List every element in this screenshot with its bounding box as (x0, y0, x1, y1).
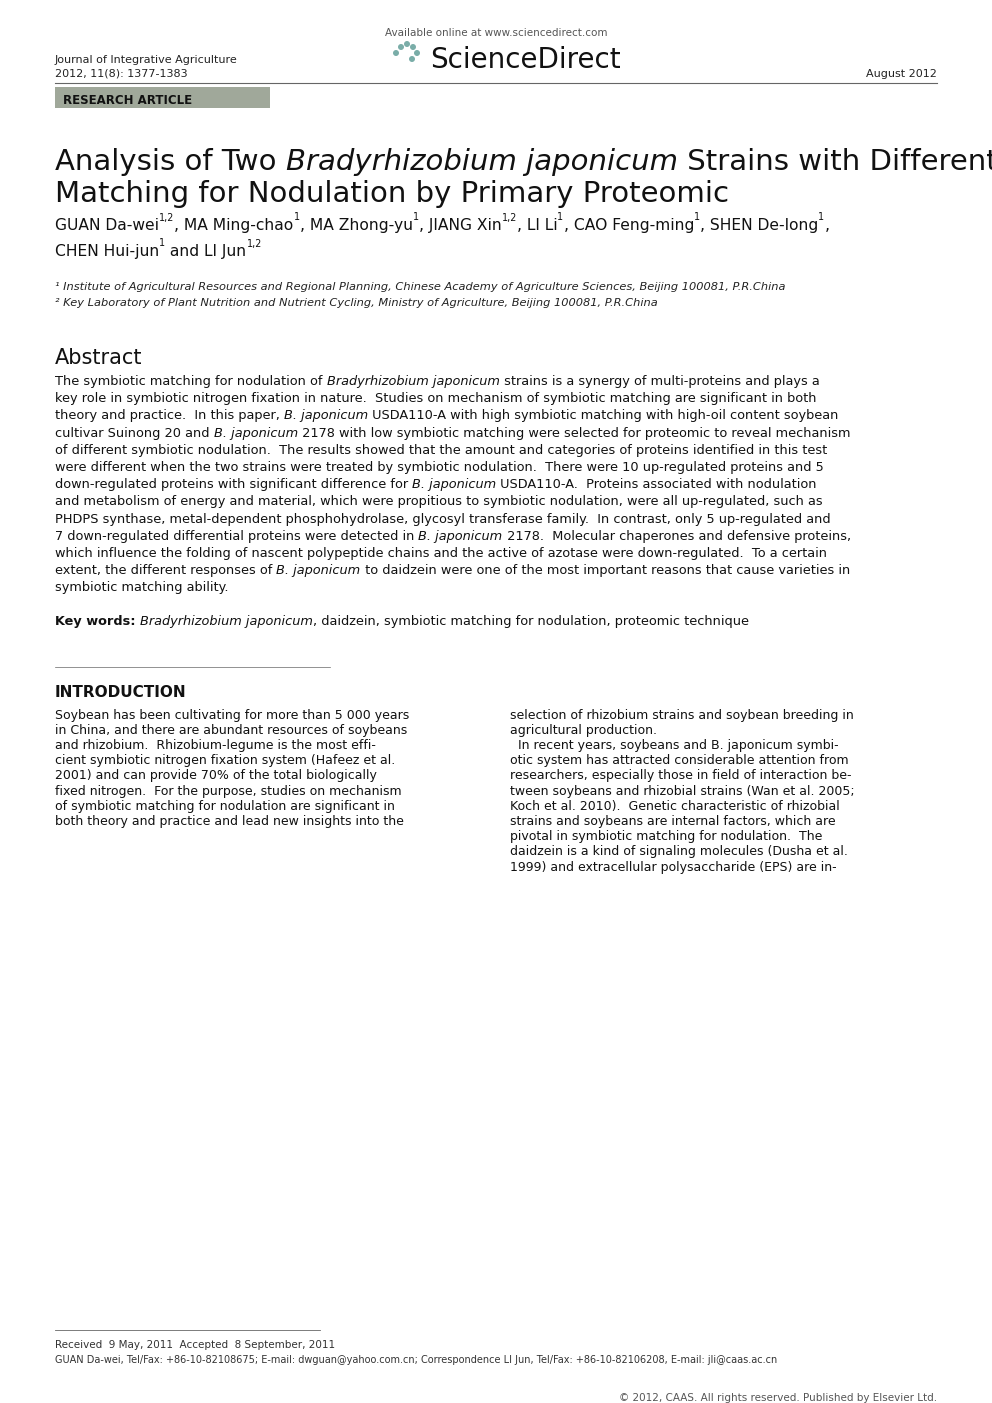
Text: theory and practice.  In this paper,: theory and practice. In this paper, (55, 410, 284, 422)
Text: 2178.  Molecular chaperones and defensive proteins,: 2178. Molecular chaperones and defensive… (503, 530, 851, 543)
Text: cultivar Suinong 20 and: cultivar Suinong 20 and (55, 427, 213, 439)
Text: © 2012, CAAS. All rights reserved. Published by Elsevier Ltd.: © 2012, CAAS. All rights reserved. Publi… (619, 1393, 937, 1403)
Text: fixed nitrogen.  For the purpose, studies on mechanism: fixed nitrogen. For the purpose, studies… (55, 784, 402, 797)
Text: 1: 1 (413, 212, 419, 223)
Circle shape (398, 43, 404, 51)
Text: GUAN Da-wei, Tel/Fax: +86-10-82108675; E-mail: dwguan@yahoo.com.cn; Corresponden: GUAN Da-wei, Tel/Fax: +86-10-82108675; E… (55, 1355, 778, 1365)
Text: Soybean has been cultivating for more than 5 000 years: Soybean has been cultivating for more th… (55, 709, 410, 721)
Text: 1: 1 (294, 212, 300, 223)
Text: INTRODUCTION: INTRODUCTION (55, 685, 186, 700)
Circle shape (410, 43, 416, 51)
Text: to daidzein were one of the most important reasons that cause varieties in: to daidzein were one of the most importa… (361, 564, 850, 577)
Text: The symbiotic matching for nodulation of: The symbiotic matching for nodulation of (55, 375, 326, 389)
Text: and rhizobium.  Rhizobium-legume is the most effi-: and rhizobium. Rhizobium-legume is the m… (55, 739, 376, 752)
Text: were different when the two strains were treated by symbiotic nodulation.  There: were different when the two strains were… (55, 462, 823, 474)
Text: extent, the different responses of: extent, the different responses of (55, 564, 277, 577)
Text: Journal of Integrative Agriculture: Journal of Integrative Agriculture (55, 55, 238, 65)
Text: Available online at www.sciencedirect.com: Available online at www.sciencedirect.co… (385, 28, 607, 38)
Text: strains and soybeans are internal factors, which are: strains and soybeans are internal factor… (510, 815, 835, 828)
Text: , MA Ming-chao: , MA Ming-chao (175, 217, 294, 233)
Text: of different symbiotic nodulation.  The results showed that the amount and categ: of different symbiotic nodulation. The r… (55, 443, 827, 457)
Text: 1,2: 1,2 (246, 239, 262, 248)
Circle shape (409, 56, 415, 62)
Text: ScienceDirect: ScienceDirect (430, 46, 621, 74)
Text: strains is a synergy of multi-proteins and plays a: strains is a synergy of multi-proteins a… (500, 375, 819, 389)
Text: Bradyrhizobium japonicum: Bradyrhizobium japonicum (326, 375, 500, 389)
Text: otic system has attracted considerable attention from: otic system has attracted considerable a… (510, 755, 848, 767)
Text: USDA110-A with high symbiotic matching with high-oil content soybean: USDA110-A with high symbiotic matching w… (368, 410, 838, 422)
Text: pivotal in symbiotic matching for nodulation.  The: pivotal in symbiotic matching for nodula… (510, 831, 822, 843)
Text: 7 down-regulated differential proteins were detected in: 7 down-regulated differential proteins w… (55, 530, 419, 543)
Text: Strains with Different Symbiotic: Strains with Different Symbiotic (678, 147, 992, 175)
Text: ² Key Laboratory of Plant Nutrition and Nutrient Cycling, Ministry of Agricultur: ² Key Laboratory of Plant Nutrition and … (55, 297, 658, 309)
Text: tween soybeans and rhizobial strains (Wan et al. 2005;: tween soybeans and rhizobial strains (Wa… (510, 784, 855, 797)
Text: selection of rhizobium strains and soybean breeding in: selection of rhizobium strains and soybe… (510, 709, 854, 721)
Text: Bradyrhizobium japonicum: Bradyrhizobium japonicum (140, 615, 312, 627)
Text: , daidzein, symbiotic matching for nodulation, proteomic technique: , daidzein, symbiotic matching for nodul… (312, 615, 749, 627)
Text: daidzein is a kind of signaling molecules (Dusha et al.: daidzein is a kind of signaling molecule… (510, 846, 848, 859)
Text: August 2012: August 2012 (866, 69, 937, 79)
Text: B. japonicum: B. japonicum (213, 427, 298, 439)
Text: and LI Jun: and LI Jun (166, 244, 246, 260)
Text: ,: , (824, 217, 829, 233)
Text: in China, and there are abundant resources of soybeans: in China, and there are abundant resourc… (55, 724, 408, 737)
Text: RESEARCH ARTICLE: RESEARCH ARTICLE (63, 94, 192, 107)
Text: Analysis of Two: Analysis of Two (55, 147, 286, 175)
Text: Received  9 May, 2011  Accepted  8 September, 2011: Received 9 May, 2011 Accepted 8 Septembe… (55, 1340, 335, 1350)
Text: 1: 1 (693, 212, 700, 223)
Text: CHEN Hui-jun: CHEN Hui-jun (55, 244, 160, 260)
Text: symbiotic matching ability.: symbiotic matching ability. (55, 581, 228, 595)
Text: B. japonicum: B. japonicum (413, 478, 496, 491)
Text: 2012, 11(8): 1377-1383: 2012, 11(8): 1377-1383 (55, 69, 187, 79)
Text: Key words:: Key words: (55, 615, 140, 627)
Text: Matching for Nodulation by Primary Proteomic: Matching for Nodulation by Primary Prote… (55, 180, 729, 208)
Text: of symbiotic matching for nodulation are significant in: of symbiotic matching for nodulation are… (55, 800, 395, 812)
Text: ¹ Institute of Agricultural Resources and Regional Planning, Chinese Academy of : ¹ Institute of Agricultural Resources an… (55, 282, 786, 292)
Text: which influence the folding of nascent polypeptide chains and the active of azot: which influence the folding of nascent p… (55, 547, 827, 560)
Text: , CAO Feng-ming: , CAO Feng-ming (563, 217, 693, 233)
Text: B. japonicum: B. japonicum (419, 530, 503, 543)
Text: 1: 1 (818, 212, 824, 223)
Text: cient symbiotic nitrogen fixation system (Hafeez et al.: cient symbiotic nitrogen fixation system… (55, 755, 395, 767)
Circle shape (393, 51, 399, 56)
FancyBboxPatch shape (55, 87, 270, 108)
Text: 2001) and can provide 70% of the total biologically: 2001) and can provide 70% of the total b… (55, 769, 377, 783)
Text: , MA Zhong-yu: , MA Zhong-yu (300, 217, 413, 233)
Text: researchers, especially those in field of interaction be-: researchers, especially those in field o… (510, 769, 851, 783)
Text: 1: 1 (558, 212, 563, 223)
Text: Abstract: Abstract (55, 348, 143, 368)
Text: PHDPS synthase, metal-dependent phosphohydrolase, glycosyl transferase family.  : PHDPS synthase, metal-dependent phosphoh… (55, 512, 830, 526)
Text: and metabolism of energy and material, which were propitious to symbiotic nodula: and metabolism of energy and material, w… (55, 495, 822, 508)
Circle shape (414, 51, 420, 56)
Text: 1: 1 (160, 239, 166, 248)
Text: 1999) and extracellular polysaccharide (EPS) are in-: 1999) and extracellular polysaccharide (… (510, 860, 836, 874)
Text: B. japonicum: B. japonicum (284, 410, 368, 422)
Text: USDA110-A.  Proteins associated with nodulation: USDA110-A. Proteins associated with nodu… (496, 478, 816, 491)
Text: , LI Li: , LI Li (517, 217, 558, 233)
Text: 2178 with low symbiotic matching were selected for proteomic to reveal mechanism: 2178 with low symbiotic matching were se… (298, 427, 850, 439)
Text: , JIANG Xin: , JIANG Xin (419, 217, 502, 233)
Text: , SHEN De-long: , SHEN De-long (700, 217, 818, 233)
Text: In recent years, soybeans and B. japonicum symbi-: In recent years, soybeans and B. japonic… (510, 739, 838, 752)
Text: B. japonicum: B. japonicum (277, 564, 361, 577)
Text: Koch et al. 2010).  Genetic characteristic of rhizobial: Koch et al. 2010). Genetic characteristi… (510, 800, 840, 812)
Text: agricultural production.: agricultural production. (510, 724, 657, 737)
Text: 1,2: 1,2 (159, 212, 175, 223)
Text: GUAN Da-wei: GUAN Da-wei (55, 217, 159, 233)
Text: Bradyrhizobium japonicum: Bradyrhizobium japonicum (286, 147, 678, 175)
Text: 1,2: 1,2 (502, 212, 517, 223)
Text: both theory and practice and lead new insights into the: both theory and practice and lead new in… (55, 815, 404, 828)
Circle shape (404, 41, 410, 46)
Text: down-regulated proteins with significant difference for: down-regulated proteins with significant… (55, 478, 413, 491)
Text: key role in symbiotic nitrogen fixation in nature.  Studies on mechanism of symb: key role in symbiotic nitrogen fixation … (55, 393, 816, 405)
